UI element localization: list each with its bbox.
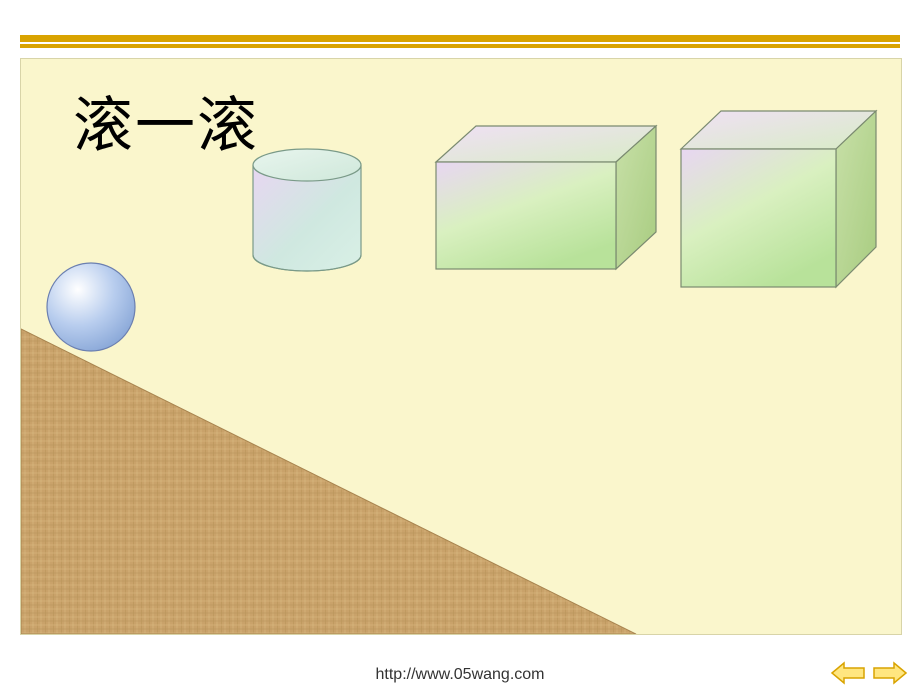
cube-shape: [671, 99, 891, 299]
page: 滚一滚: [0, 0, 920, 690]
sphere-shape: [45, 261, 145, 361]
slide-canvas: 滚一滚: [20, 58, 902, 635]
next-button[interactable]: [872, 660, 908, 686]
slide-title: 滚一滚: [73, 77, 259, 164]
accent-bar: [20, 35, 900, 45]
cylinder-shape: [243, 137, 373, 297]
nav-arrows: [830, 660, 908, 686]
cuboid-shape: [426, 114, 666, 284]
footer-url: http://www.05wang.com: [0, 666, 920, 684]
prev-button[interactable]: [830, 660, 866, 686]
